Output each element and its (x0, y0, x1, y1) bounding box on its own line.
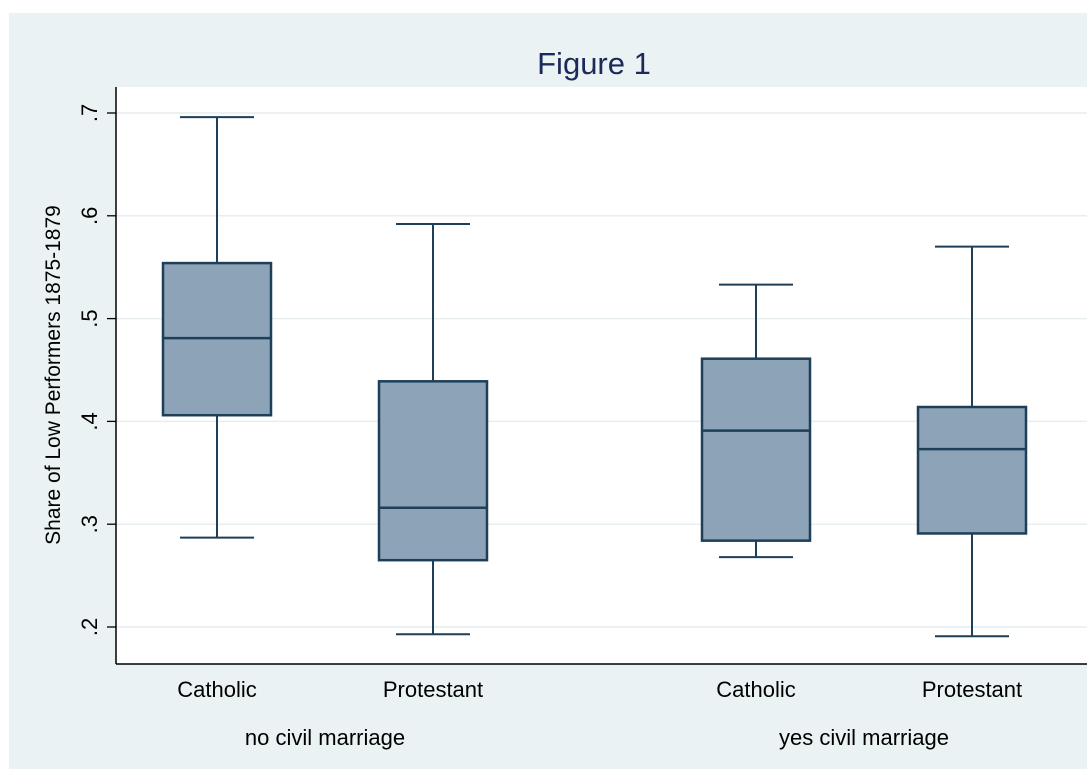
category-label: Protestant (383, 677, 483, 702)
boxes (161, 116, 1028, 638)
x-axis: Catholic Protestant no civil marriage Catho… (116, 663, 1087, 750)
box-iqr (377, 380, 489, 562)
y-axis-title: Share of Low Performers 1875-1879 (42, 205, 65, 545)
group-label: no civil marriage (245, 725, 405, 750)
box-group (916, 245, 1028, 638)
y-tick-label: .5 (77, 309, 102, 327)
box-iqr (700, 357, 812, 542)
chart-title: Figure 1 (537, 46, 651, 81)
y-tick-label: .2 (77, 618, 102, 636)
category-label: Catholic (716, 677, 795, 702)
y-tick-label: .6 (77, 207, 102, 225)
plot-area (116, 87, 1087, 664)
y-tick-label: .3 (77, 515, 102, 533)
box-group (377, 223, 489, 636)
y-tick-label: .7 (77, 104, 102, 122)
box-group (161, 116, 273, 539)
box-group (700, 283, 812, 559)
category-label: Protestant (922, 677, 1022, 702)
y-axis: .2 .3 .4 .5 .6 .7 (77, 87, 117, 664)
category-label: Catholic (177, 677, 256, 702)
group-label: yes civil marriage (779, 725, 949, 750)
box-iqr (916, 405, 1028, 535)
y-tick-label: .4 (77, 412, 102, 430)
